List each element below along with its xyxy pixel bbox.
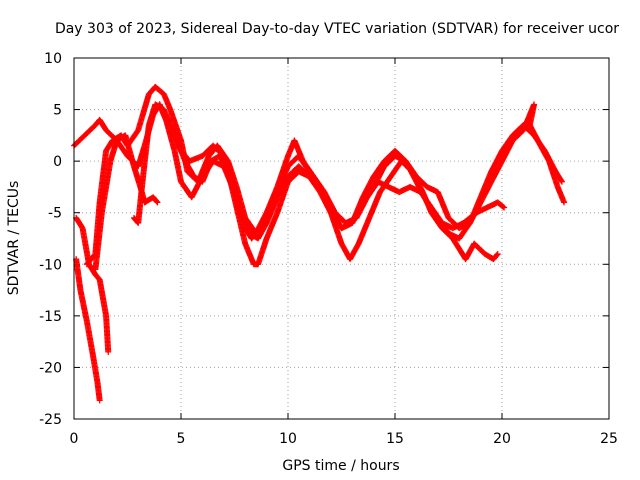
x-tick-label: 0 bbox=[70, 431, 79, 447]
chart-title: Day 303 of 2023, Sidereal Day-to-day VTE… bbox=[55, 21, 619, 37]
axis-ticks: 0 5 10 15 20 25 -25 -20 -15 -10 -5 0 5 10 bbox=[39, 51, 618, 447]
y-tick-label: -10 bbox=[39, 257, 62, 273]
series-track-7 bbox=[73, 256, 103, 404]
data-point bbox=[153, 198, 160, 205]
data-point bbox=[501, 204, 508, 211]
data-point bbox=[494, 251, 501, 258]
grid-lines bbox=[74, 58, 609, 419]
y-tick-label: -5 bbox=[48, 206, 62, 222]
data-points bbox=[71, 83, 568, 404]
y-axis-label: SDTVAR / TECUs bbox=[6, 181, 22, 296]
series-track-3 bbox=[92, 132, 161, 273]
plot-frame bbox=[73, 57, 610, 420]
data-point bbox=[561, 199, 568, 206]
data-point bbox=[558, 178, 565, 185]
data-point bbox=[154, 199, 161, 206]
x-tick-label: 5 bbox=[177, 431, 186, 447]
x-tick-label: 15 bbox=[386, 431, 404, 447]
data-point bbox=[494, 250, 501, 257]
y-tick-label: -20 bbox=[39, 360, 62, 376]
x-tick-label: 10 bbox=[279, 431, 297, 447]
x-tick-label: 25 bbox=[600, 431, 618, 447]
data-point bbox=[105, 348, 112, 355]
x-tick-label: 20 bbox=[493, 431, 511, 447]
y-tick-label: 10 bbox=[44, 51, 62, 67]
series-track-6 bbox=[73, 214, 112, 355]
data-point bbox=[500, 203, 507, 210]
x-axis-label: GPS time / hours bbox=[282, 458, 399, 474]
y-tick-label: 5 bbox=[53, 103, 62, 119]
series-track-5 bbox=[156, 101, 501, 268]
y-tick-label: -15 bbox=[39, 309, 62, 325]
data-point bbox=[96, 397, 103, 404]
y-tick-label: 0 bbox=[53, 154, 62, 170]
y-tick-label: -25 bbox=[39, 412, 62, 428]
